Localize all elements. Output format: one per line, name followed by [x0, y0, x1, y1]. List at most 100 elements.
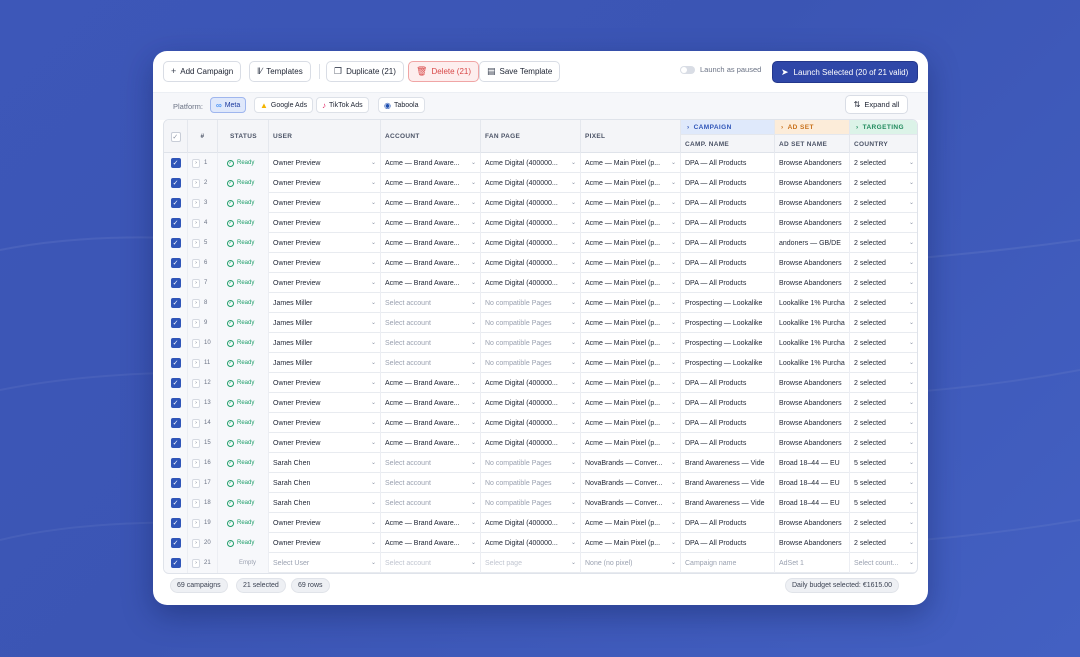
expand-row-icon[interactable]: › [192, 418, 200, 428]
ad-set-name-input[interactable]: andoners — GB/DE [775, 233, 850, 253]
row-checkbox[interactable]: ✓ [170, 398, 181, 408]
ad-set-name-input[interactable]: Lookalike 1% Purcha [775, 333, 850, 353]
account-select[interactable]: Acme — Brand Aware... ⌄ [381, 413, 481, 433]
expand-row-icon[interactable]: › [192, 298, 200, 308]
expand-row-icon[interactable]: › [192, 498, 200, 508]
table-row[interactable]: ✓ › 12 ✓ Ready Owner Preview ⌄ Acme — Brand Awa… [164, 373, 917, 393]
expand-row-icon[interactable]: › [192, 458, 200, 468]
account-select[interactable]: Acme — Brand Aware... ⌄ [381, 253, 481, 273]
pixel-select[interactable]: NovaBrands — Conver... ⌄ [581, 473, 681, 493]
row-checkbox[interactable]: ✓ [170, 358, 181, 368]
pixel-select[interactable]: Acme — Main Pixel (p... ⌄ [581, 533, 681, 553]
table-row[interactable]: ✓ › 7 ✓ Ready Owner Preview ⌄ Acme — Brand Awar… [164, 273, 917, 293]
platform-chip-taboola[interactable]: ◉ Taboola [378, 97, 425, 113]
account-select[interactable]: Acme — Brand Aware... ⌄ [381, 433, 481, 453]
pixel-select[interactable]: Acme — Main Pixel (p... ⌄ [581, 273, 681, 293]
user-select[interactable]: Owner Preview ⌄ [269, 253, 381, 273]
expand-row-icon[interactable]: › [192, 278, 200, 288]
country-select[interactable]: 2 selected ⌄ [850, 293, 917, 313]
user-select[interactable]: Owner Preview ⌄ [269, 413, 381, 433]
campaign-name-input[interactable]: DPA — All Products [681, 373, 775, 393]
row-checkbox[interactable]: ✓ [170, 558, 181, 568]
expand-row-icon[interactable]: › [192, 338, 200, 348]
expand-all-button[interactable]: ⇅ Expand all [845, 95, 908, 114]
pixel-select[interactable]: Acme — Main Pixel (p... ⌄ [581, 233, 681, 253]
ad-set-name-input[interactable]: Browse Abandoners [775, 173, 850, 193]
country-select[interactable]: 2 selected ⌄ [850, 513, 917, 533]
user-select[interactable]: Owner Preview ⌄ [269, 513, 381, 533]
user-select[interactable]: Select User ⌄ [269, 553, 381, 573]
account-select[interactable]: Acme — Brand Aware... ⌄ [381, 533, 481, 553]
account-select[interactable]: Select account ⌄ [381, 353, 481, 373]
account-select[interactable]: Select account ⌄ [381, 453, 481, 473]
campaign-name-input[interactable]: DPA — All Products [681, 173, 775, 193]
table-row[interactable]: ✓ › 5 ✓ Ready Owner Preview ⌄ Acme — Brand Awar… [164, 233, 917, 253]
country-select[interactable]: 2 selected ⌄ [850, 373, 917, 393]
country-select[interactable]: 2 selected ⌄ [850, 193, 917, 213]
pixel-select[interactable]: None (no pixel) ⌄ [581, 553, 681, 573]
table-row[interactable]: ✓ › 3 ✓ Ready Owner Preview ⌄ Acme — Brand Awar… [164, 193, 917, 213]
fan-page-select[interactable]: Acme Digital (400000... ⌄ [481, 373, 581, 393]
fan-page-select[interactable]: Acme Digital (400000... ⌄ [481, 413, 581, 433]
table-row[interactable]: ✓ › 14 ✓ Ready Owner Preview ⌄ Acme — Brand Awa… [164, 413, 917, 433]
save-template-button[interactable]: ▤ Save Template [479, 61, 561, 82]
pixel-select[interactable]: Acme — Main Pixel (p... ⌄ [581, 213, 681, 233]
table-row[interactable]: ✓ › 15 ✓ Ready Owner Preview ⌄ Acme — Brand Awa… [164, 433, 917, 453]
country-select[interactable]: 5 selected ⌄ [850, 493, 917, 513]
expand-row-icon[interactable]: › [192, 558, 200, 568]
add-campaign-button[interactable]: + Add Campaign [163, 61, 242, 82]
fan-page-select[interactable]: Acme Digital (400000... ⌄ [481, 533, 581, 553]
table-row[interactable]: ✓ › 21 Empty Select User ⌄ Select account ⌄ Sele… [164, 553, 917, 573]
row-checkbox[interactable]: ✓ [170, 178, 181, 188]
ad-set-name-input[interactable]: Lookalike 1% Purcha [775, 353, 850, 373]
user-select[interactable]: James Miller ⌄ [269, 353, 381, 373]
row-checkbox[interactable]: ✓ [170, 198, 181, 208]
campaign-name-input[interactable]: DPA — All Products [681, 233, 775, 253]
country-select[interactable]: 2 selected ⌄ [850, 153, 917, 173]
platform-chip-tiktok-ads[interactable]: ♪ TikTok Ads [316, 97, 369, 113]
ad-set-name-input[interactable]: Browse Abandoners [775, 513, 850, 533]
country-select[interactable]: 2 selected ⌄ [850, 213, 917, 233]
group-ad-set[interactable]: › AD SET [775, 120, 850, 135]
ad-set-name-input[interactable]: Broad 18–44 — EU [775, 473, 850, 493]
expand-row-icon[interactable]: › [192, 238, 200, 248]
expand-row-icon[interactable]: › [192, 438, 200, 448]
fan-page-select[interactable]: Acme Digital (400000... ⌄ [481, 233, 581, 253]
table-row[interactable]: ✓ › 16 ✓ Ready Sarah Chen ⌄ Select account ⌄ No c… [164, 453, 917, 473]
table-row[interactable]: ✓ › 1 ✓ Ready Owner Preview ⌄ Acme — Brand Awar… [164, 153, 917, 173]
campaign-name-input[interactable]: DPA — All Products [681, 433, 775, 453]
country-select[interactable]: 2 selected ⌄ [850, 313, 917, 333]
user-select[interactable]: James Miller ⌄ [269, 293, 381, 313]
country-select[interactable]: Select count... ⌄ [850, 553, 917, 573]
pixel-select[interactable]: Acme — Main Pixel (p... ⌄ [581, 513, 681, 533]
campaign-name-input[interactable]: Brand Awareness — Vide [681, 493, 775, 513]
fan-page-select[interactable]: Acme Digital (400000... ⌄ [481, 213, 581, 233]
campaign-name-input[interactable]: DPA — All Products [681, 213, 775, 233]
campaign-name-input[interactable]: DPA — All Products [681, 273, 775, 293]
row-checkbox[interactable]: ✓ [170, 298, 181, 308]
campaign-name-input[interactable]: Brand Awareness — Vide [681, 453, 775, 473]
user-select[interactable]: Sarah Chen ⌄ [269, 473, 381, 493]
ad-set-name-input[interactable]: Browse Abandoners [775, 153, 850, 173]
row-checkbox[interactable]: ✓ [170, 258, 181, 268]
ad-set-name-input[interactable]: Browse Abandoners [775, 413, 850, 433]
row-checkbox[interactable]: ✓ [170, 238, 181, 248]
pixel-select[interactable]: Acme — Main Pixel (p... ⌄ [581, 253, 681, 273]
table-row[interactable]: ✓ › 4 ✓ Ready Owner Preview ⌄ Acme — Brand Awar… [164, 213, 917, 233]
country-select[interactable]: 5 selected ⌄ [850, 473, 917, 493]
account-select[interactable]: Acme — Brand Aware... ⌄ [381, 193, 481, 213]
account-select[interactable]: Acme — Brand Aware... ⌄ [381, 233, 481, 253]
row-checkbox[interactable]: ✓ [170, 438, 181, 448]
ad-set-name-input[interactable]: Browse Abandoners [775, 253, 850, 273]
row-checkbox[interactable]: ✓ [170, 518, 181, 528]
country-select[interactable]: 2 selected ⌄ [850, 253, 917, 273]
fan-page-select[interactable]: Acme Digital (400000... ⌄ [481, 253, 581, 273]
fan-page-select[interactable]: Acme Digital (400000... ⌄ [481, 173, 581, 193]
ad-set-name-input[interactable]: Lookalike 1% Purcha [775, 313, 850, 333]
launch-selected-button[interactable]: ➤ Launch Selected (20 of 21 valid) [772, 61, 918, 83]
account-select[interactable]: Acme — Brand Aware... ⌄ [381, 393, 481, 413]
campaign-name-input[interactable]: Prospecting — Lookalike [681, 333, 775, 353]
platform-chip-meta[interactable]: ∞ Meta [210, 97, 247, 113]
user-select[interactable]: Owner Preview ⌄ [269, 213, 381, 233]
country-select[interactable]: 2 selected ⌄ [850, 393, 917, 413]
